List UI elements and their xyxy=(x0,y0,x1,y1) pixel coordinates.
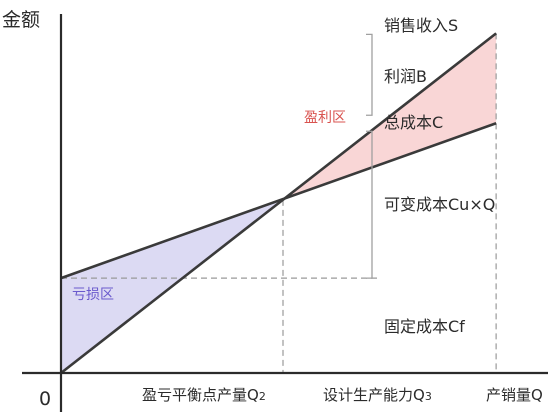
total-cost-label: 总成本C xyxy=(384,113,443,132)
capacity-quantity-subscript: 3 xyxy=(425,390,432,403)
variable-cost-bracket-label: 可变成本Cu×Q xyxy=(384,195,495,214)
sales-revenue-label: 销售收入S xyxy=(384,16,458,35)
labels-layer: 金额 0 产销量Q 销售收入S 总成本C 利润B 可变成本Cu×Q 固定成本Cf… xyxy=(2,9,543,410)
fixed-cost-bracket-label: 固定成本Cf xyxy=(384,317,465,336)
profit-bracket-label: 利润B xyxy=(384,67,427,86)
brackets-layer xyxy=(366,33,373,279)
breakeven-quantity-label: 盈亏平衡点产量Q2 xyxy=(142,386,266,404)
breakeven-quantity-subscript: 2 xyxy=(259,390,266,403)
capacity-quantity-text: 设计生产能力Q xyxy=(323,386,425,404)
profit-zone-label: 盈利区 xyxy=(304,110,346,126)
variable-cost-bracket xyxy=(366,130,373,279)
capacity-quantity-label: 设计生产能力Q3 xyxy=(323,386,432,404)
reference-lines-layer xyxy=(61,33,497,373)
profit-bracket xyxy=(366,33,373,116)
loss-zone-label: 亏损区 xyxy=(72,287,114,303)
axes-layer xyxy=(22,14,548,412)
total-cost-line xyxy=(60,122,497,280)
x-axis-label: 产销量Q xyxy=(486,386,543,404)
breakeven-quantity-text: 盈亏平衡点产量Q xyxy=(142,386,259,404)
series-lines-layer xyxy=(60,32,497,375)
origin-label: 0 xyxy=(39,388,51,410)
sales-revenue-line xyxy=(60,32,497,375)
y-axis-label: 金额 xyxy=(2,9,40,31)
